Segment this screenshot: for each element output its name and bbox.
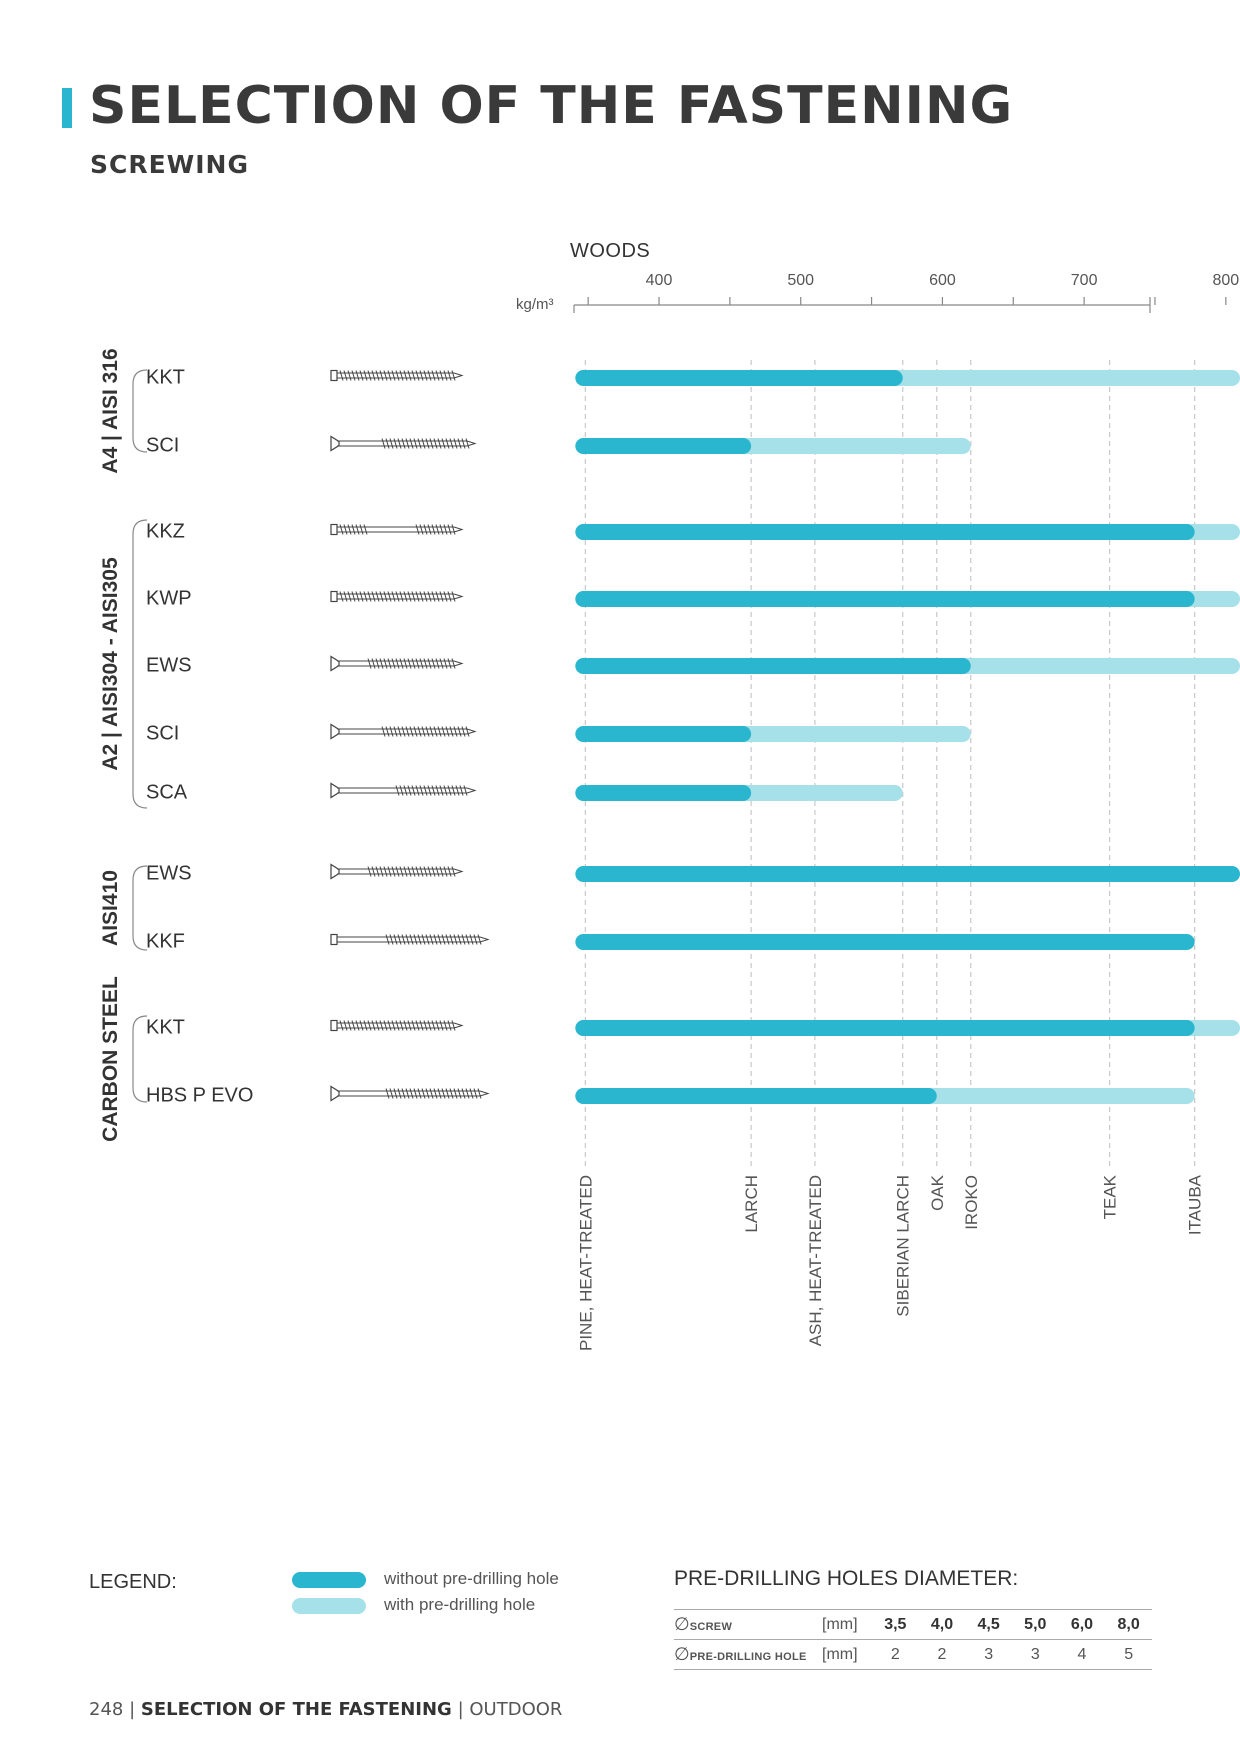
bar-without-predrilling <box>575 726 752 742</box>
hole-diameter: 4 <box>1058 1639 1106 1670</box>
screw-kkt-icon <box>330 367 495 390</box>
predrilling-row-hole: ∅PRE-DRILLING HOLE [mm] 2 2 3 3 4 5 <box>674 1639 1152 1670</box>
screw-diameter: 4,0 <box>918 1609 966 1640</box>
product-name: SCA <box>146 781 188 804</box>
product-name: HBS P EVO <box>146 1084 254 1107</box>
group-label: A4 | AISI 316 <box>99 348 122 474</box>
x-tick-label: 800 <box>1212 272 1239 289</box>
product-name: EWS <box>146 862 192 885</box>
group-bracket <box>132 519 148 809</box>
screw-diameter: 4,5 <box>965 1609 1012 1640</box>
legend-label-without: without pre-drilling hole <box>384 1569 559 1588</box>
predrilling-title: PRE-DRILLING HOLES DIAMETER: <box>674 1567 1019 1590</box>
product-name: EWS <box>146 654 192 677</box>
group-bracket <box>132 865 148 951</box>
bar-without-predrilling <box>575 785 752 801</box>
page-title: SELECTION OF THE FASTENING <box>89 76 1014 136</box>
bar-without-predrilling <box>575 658 971 674</box>
group-bracket <box>132 369 148 453</box>
bar-without-predrilling <box>575 370 903 386</box>
hole-diameter: 2 <box>918 1639 966 1670</box>
footer-section: SELECTION OF THE FASTENING <box>140 1699 452 1720</box>
bar-without-predrilling <box>575 438 752 454</box>
wood-label: ASH, HEAT-TREATED <box>806 1175 825 1346</box>
bar-without-predrilling <box>575 591 1195 607</box>
legend-label-with: with pre-drilling hole <box>384 1595 536 1614</box>
legend-swatch-with <box>292 1598 366 1614</box>
screw-hbs-icon <box>330 1085 495 1108</box>
screw-ews-icon <box>330 863 495 886</box>
hole-diameter: 3 <box>965 1639 1012 1670</box>
wood-label: TEAK <box>1101 1174 1120 1219</box>
bar-without-predrilling <box>575 1088 937 1104</box>
hole-diameter: 5 <box>1105 1639 1152 1670</box>
product-name: KKT <box>146 366 185 389</box>
group-label: AISI410 <box>99 870 122 946</box>
wood-label: ITAUBA <box>1186 1174 1205 1235</box>
screw-kkf-icon <box>330 931 495 954</box>
legend-swatch-without <box>292 1572 366 1588</box>
title-accent-bar <box>62 88 72 128</box>
hole-diameter: 3 <box>1011 1639 1059 1670</box>
bar-without-predrilling <box>575 866 1240 882</box>
group-label: CARBON STEEL <box>99 976 122 1142</box>
x-tick-label: 400 <box>646 272 673 289</box>
unit-cell: [mm] <box>822 1609 872 1640</box>
product-name: KKZ <box>146 520 185 543</box>
screw-sca-icon <box>330 782 495 805</box>
screw-sci-icon <box>330 435 495 458</box>
group-bracket <box>132 1015 148 1103</box>
group-label: A2 | AISI304 - AISI305 <box>99 557 122 771</box>
screw-ews-icon <box>330 655 495 678</box>
page-number: 248 <box>89 1699 124 1720</box>
screw-diameter: 8,0 <box>1105 1609 1152 1640</box>
product-name: KKF <box>146 930 185 953</box>
footer-separator: | <box>129 1699 136 1720</box>
product-name: KKT <box>146 1016 185 1039</box>
legend-title: LEGEND: <box>89 1571 177 1593</box>
footer-separator: | <box>457 1699 464 1720</box>
axis-unit: kg/m³ <box>516 296 554 313</box>
product-name: KWP <box>146 587 192 610</box>
wood-density-chart: 400 500 600 700 800 PINE, HEAT-TREATED LARCH AS… <box>132 272 1240 1351</box>
x-tick-label: 600 <box>929 272 956 289</box>
row-label-hole: ∅PRE-DRILLING HOLE <box>674 1639 822 1670</box>
wood-label: LARCH <box>742 1175 761 1233</box>
row-label-screw: ∅SCREW <box>674 1609 822 1640</box>
product-name: SCI <box>146 434 180 457</box>
screw-diameter: 3,5 <box>872 1609 919 1640</box>
product-name: SCI <box>146 722 180 745</box>
screw-kwp-icon <box>330 588 495 611</box>
wood-label: OAK <box>928 1174 947 1211</box>
wood-label: PINE, HEAT-TREATED <box>576 1175 595 1351</box>
screw-kkt-icon <box>330 1017 495 1040</box>
page-footer: 248 | SELECTION OF THE FASTENING | OUTDO… <box>89 1699 562 1720</box>
screw-diameter: 5,0 <box>1011 1609 1059 1640</box>
axis-title: WOODS <box>570 240 651 262</box>
unit-cell: [mm] <box>822 1639 872 1670</box>
bar-without-predrilling <box>575 524 1195 540</box>
screw-sci-icon <box>330 723 495 746</box>
predrilling-table: ∅SCREW [mm] 3,5 4,0 4,5 5,0 6,0 8,0 ∅PRE… <box>674 1609 1152 1670</box>
x-tick-label: 700 <box>1071 272 1098 289</box>
predrilling-row-screw: ∅SCREW [mm] 3,5 4,0 4,5 5,0 6,0 8,0 <box>674 1609 1152 1640</box>
bar-without-predrilling <box>575 1020 1195 1036</box>
footer-category: OUTDOOR <box>469 1699 563 1720</box>
hole-diameter: 2 <box>872 1639 919 1670</box>
wood-label: IROKO <box>962 1175 981 1230</box>
page-subtitle: SCREWING <box>90 150 250 179</box>
screw-kkz-icon <box>330 521 495 544</box>
wood-label: SIBERIAN LARCH <box>894 1175 913 1317</box>
bar-without-predrilling <box>575 934 1195 950</box>
screw-diameter: 6,0 <box>1058 1609 1106 1640</box>
x-tick-label: 500 <box>787 272 814 289</box>
